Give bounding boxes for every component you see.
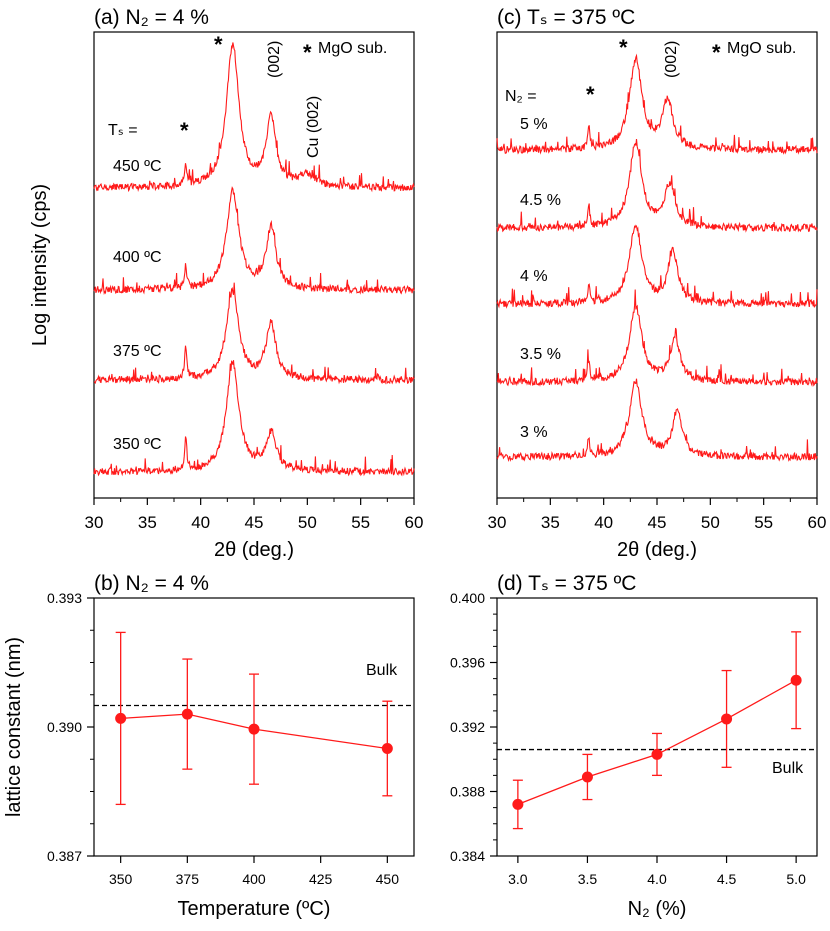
x-tick-label: 35 [541,513,560,532]
panel-c-series-label: 5 % [520,116,548,133]
data-point [115,712,127,724]
y-tick-label: 0.392 [450,719,485,735]
series-curve [496,224,818,309]
series-curve [496,378,818,462]
panel-c-series-label: 4 % [520,268,548,285]
panel-a-title: (a) N₂ = 4 % [94,6,209,29]
panel-c-title: (c) Tₛ = 375 ºC [497,6,635,29]
series-curve [496,53,818,155]
y-tick-label: 0.384 [450,848,485,864]
data-point [181,708,193,720]
x-tick-label: 4.0 [647,871,667,887]
panel-d-frame [496,597,818,857]
data-point [381,743,393,754]
x-tick-label: 35 [138,513,157,532]
data-point [512,798,524,810]
panel-a-series-label: 375 ºC [113,343,162,360]
y-tick-label: 0.387 [47,848,82,864]
panel-a-series-label: 450 ºC [113,158,162,175]
panel-b-bulk-label: Bulk [366,662,398,679]
panel-a-star-small: * [180,118,189,143]
panel-c-peak-002: (002) [663,41,680,78]
y-tick-label: 0.400 [450,590,485,606]
panel-d-x-label: N₂ (%) [628,898,687,920]
panel-c-star-marker: * [712,40,721,65]
panel-c-x-ticks: 30 35 40 45 50 55 60 [488,498,827,532]
panel-c-star-small: * [586,82,595,107]
x-tick-label: 55 [754,513,773,532]
x-tick-label: 30 [488,513,507,532]
panel-c-curves [496,53,818,462]
data-point [581,771,593,783]
panel-a-star-main: * [214,32,223,57]
y-tick-label: 0.396 [450,655,485,671]
panel-b-x-label: Temperature (ºC) [178,898,331,920]
panel-a-series-label: 350 ºC [113,436,162,453]
panel-a-peak-002: (002) [266,41,283,78]
panel-a-x-ticks: 30 35 40 45 50 55 60 [85,498,424,532]
series-curve [93,282,415,385]
x-tick-label: 375 [176,871,200,887]
panel-b-y-label: lattice constant (nm) [3,637,25,817]
panel-c-x-label: 2θ (deg.) [617,539,697,561]
y-tick-label: 0.388 [450,784,485,800]
panel-a-curves [93,42,415,477]
data-point [248,723,260,735]
x-tick-label: 3.5 [578,871,598,887]
x-tick-label: 425 [309,871,333,887]
x-tick-label: 50 [701,513,720,532]
panel-a-y-label: Log intensity (cps) [29,184,51,346]
series-curve [496,289,818,388]
panel-d: (d) Tₛ = 375 ºC 3.0 3.5 4.0 4.5 5.0 0.384 0.38… [450,572,818,920]
x-tick-label: 45 [245,513,264,532]
data-point [651,748,663,760]
panel-a-series-header: Tₛ = [108,122,138,139]
panel-b: (b) N₂ = 4 % 350 375 400 425 450 0.387 0.390 0.… [3,572,415,920]
x-tick-label: 40 [191,513,210,532]
panel-c-star-main: * [619,35,628,60]
series-curve [93,186,415,295]
x-tick-label: 50 [298,513,317,532]
x-tick-label: 55 [351,513,370,532]
panel-a-series-label: 400 ºC [113,249,162,266]
x-tick-label: 400 [242,871,266,887]
x-tick-label: 5.0 [786,871,806,887]
x-tick-label: 60 [808,513,827,532]
panel-a-peak-cu002: Cu (002) [305,96,322,158]
x-tick-label: 4.5 [717,871,737,887]
panel-b-plot: 350 375 400 425 450 0.387 0.390 0.393 [47,590,414,887]
panel-a-star-marker: * [303,40,312,65]
series-curve [496,138,818,233]
panel-c-series-label: 4.5 % [520,192,561,209]
panel-c-series-header: N₂ = [505,88,537,105]
panel-b-title: (b) N₂ = 4 % [94,572,209,595]
panel-a-mgo-note: MgO sub. [318,40,387,57]
series-line [120,713,388,750]
data-point [790,674,802,686]
panel-d-title: (d) Tₛ = 375 ºC [497,572,636,595]
panel-d-plot: 3.0 3.5 4.0 4.5 5.0 0.384 0.388 0.392 0.396 0.400 [450,590,817,887]
series-curve [93,360,415,477]
x-tick-label: 350 [109,871,133,887]
x-tick-label: 3.0 [508,871,528,887]
series-curve [93,42,415,193]
y-tick-label: 0.390 [47,719,82,735]
x-tick-label: 45 [648,513,667,532]
x-tick-label: 40 [594,513,613,532]
x-tick-label: 30 [85,513,104,532]
panel-a-x-label: 2θ (deg.) [214,539,294,561]
panel-c-mgo-note: MgO sub. [727,40,796,57]
panel-c: (c) Tₛ = 375 ºC 30 35 40 45 50 55 60 2θ (deg.)… [488,6,827,561]
y-tick-label: 0.393 [47,590,82,606]
x-tick-label: 450 [376,871,400,887]
x-tick-label: 60 [405,513,424,532]
panel-d-bulk-label: Bulk [772,760,804,777]
panel-c-series-label: 3.5 % [520,346,561,363]
data-point [721,713,733,725]
panel-a: (a) N₂ = 4 % 30 35 40 45 50 55 60 2θ (deg.) Lo… [29,6,423,561]
panel-c-series-label: 3 % [520,424,548,441]
